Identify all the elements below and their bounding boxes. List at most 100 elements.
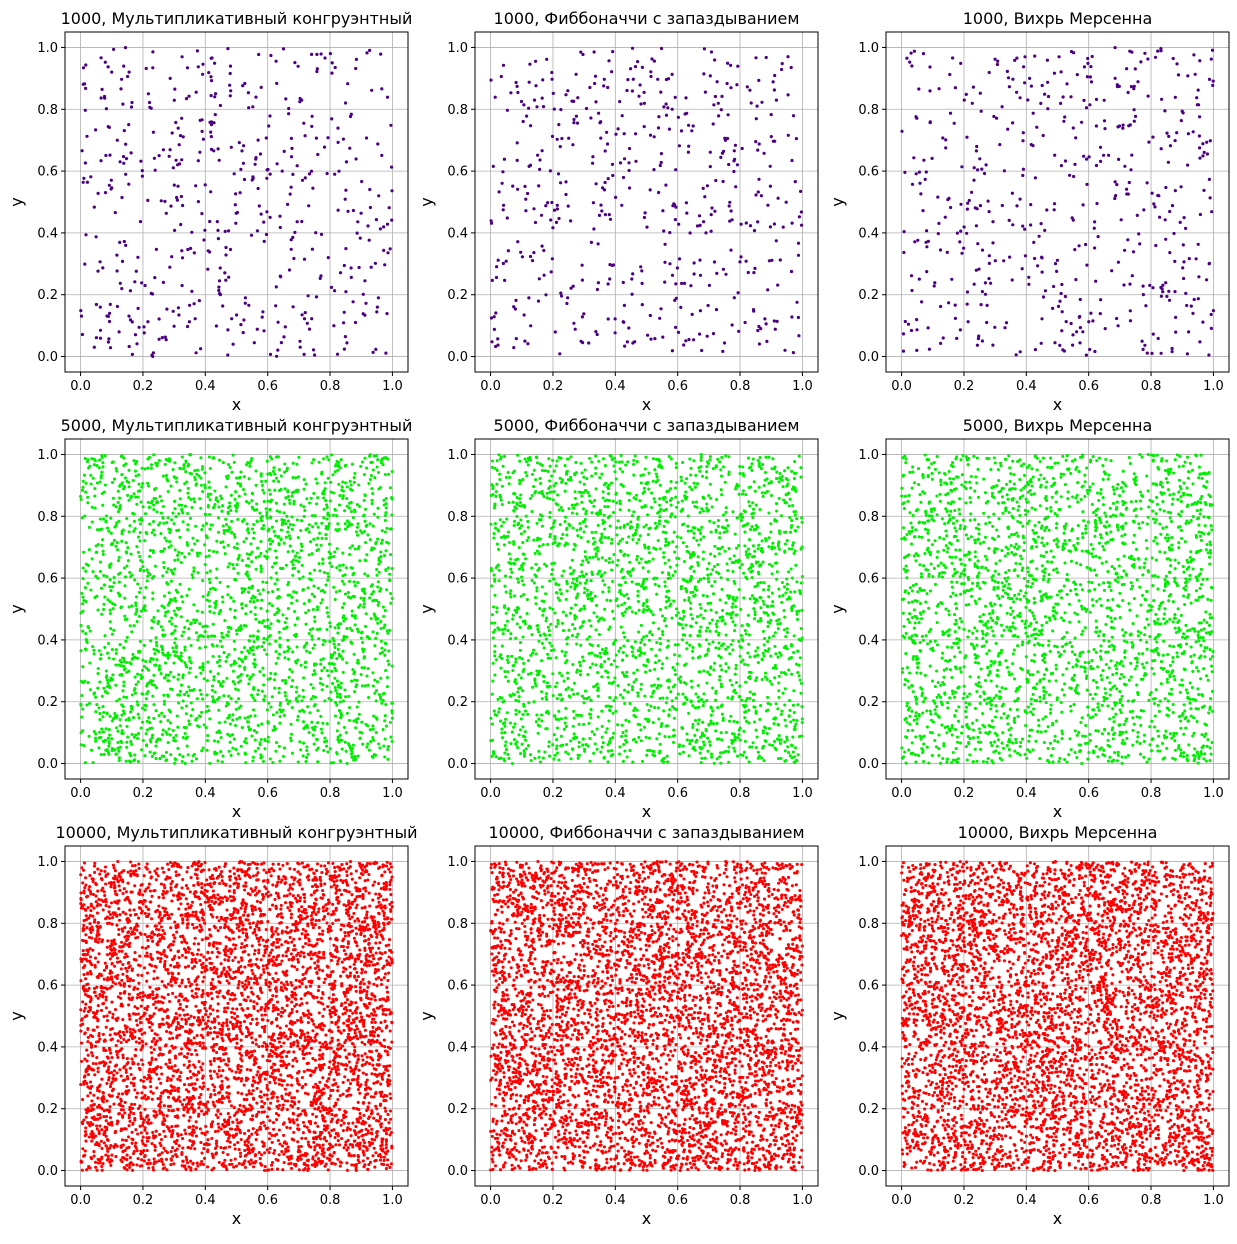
scatter-point [729, 86, 733, 90]
scatter-point [332, 585, 336, 589]
scatter-point [382, 553, 387, 558]
scatter-point [183, 504, 187, 508]
scatter-point [719, 155, 723, 159]
scatter-point [589, 116, 593, 120]
scatter-point [297, 694, 301, 698]
scatter-point [134, 603, 138, 608]
scatter-point [691, 124, 695, 128]
scatter-point [921, 52, 926, 56]
scatter-point [522, 313, 526, 317]
scatter-point [381, 457, 385, 461]
scatter-point [666, 760, 670, 764]
scatter-point [324, 533, 328, 537]
scatter-point [289, 732, 294, 736]
scatter-point [182, 467, 186, 471]
scatter-point [169, 484, 173, 488]
scatter-point [87, 701, 92, 706]
scatter-point [87, 548, 91, 552]
scatter-point [1064, 320, 1068, 324]
scatter-point [780, 62, 784, 66]
scatter-point [530, 472, 535, 476]
scatter-point [301, 575, 305, 579]
scatter-point [506, 249, 510, 253]
scatter-point [112, 477, 117, 481]
scatter-point [115, 726, 119, 730]
scatter-point [605, 130, 609, 134]
scatter-point [674, 168, 678, 172]
scatter-point [637, 94, 641, 98]
scatter-point [524, 557, 528, 561]
scatter-point [228, 527, 232, 532]
scatter-point [548, 535, 552, 539]
scatter-point [260, 689, 264, 693]
scatter-point [333, 645, 337, 649]
scatter-point [964, 92, 968, 96]
scatter-point [766, 203, 770, 207]
scatter-point [325, 627, 329, 632]
scatter-point [595, 654, 600, 658]
scatter-point [159, 531, 163, 536]
scatter-point [1043, 92, 1047, 96]
scatter-point [1063, 115, 1067, 119]
scatter-point [781, 691, 785, 695]
scatter-point [166, 651, 170, 655]
scatter-point [266, 735, 270, 739]
scatter-point [340, 579, 344, 583]
scatter-point [516, 746, 520, 750]
scatter-point [585, 578, 589, 582]
scatter-point [383, 719, 387, 723]
scatter-point [784, 477, 788, 481]
scatter-point [178, 693, 182, 697]
scatter-point [99, 56, 103, 60]
scatter-point [100, 543, 104, 547]
scatter-point [727, 547, 731, 551]
scatter-point [290, 146, 294, 150]
scatter-point [788, 516, 792, 520]
scatter-point [1075, 73, 1079, 77]
scatter-point [264, 232, 269, 237]
scatter-point [247, 531, 251, 535]
scatter-point [307, 553, 311, 557]
scatter-point [1209, 326, 1213, 330]
scatter-point [384, 351, 388, 355]
scatter-point [1170, 350, 1174, 354]
scatter-point [575, 121, 580, 125]
scatter-point [181, 675, 185, 680]
scatter-point [168, 265, 172, 269]
scatter-point [311, 348, 316, 352]
scatter-point [606, 282, 610, 286]
scatter-point [101, 715, 105, 719]
scatter-point [226, 463, 231, 467]
scatter-point [310, 514, 315, 518]
scatter-point [311, 727, 315, 731]
scatter-point [229, 595, 233, 600]
scatter-point [151, 519, 156, 524]
scatter-point [670, 107, 674, 111]
scatter-points [489, 46, 804, 356]
scatter-point [1051, 306, 1055, 310]
scatter-point [960, 251, 964, 255]
scatter-point [675, 556, 679, 560]
scatter-point [915, 348, 919, 352]
scatter-point [205, 679, 209, 683]
scatter-point [358, 736, 362, 741]
scatter-point [262, 699, 266, 703]
scatter-point [782, 609, 786, 613]
scatter-point [545, 681, 550, 685]
scatter-point [237, 494, 241, 498]
scatter-point [81, 566, 85, 570]
scatter-point [1161, 290, 1165, 294]
scatter-point [278, 721, 282, 725]
scatter-point [689, 284, 693, 288]
scatter-point [719, 108, 723, 112]
scatter-point [390, 189, 394, 193]
scatter-point [311, 608, 315, 612]
scatter-point [366, 574, 370, 578]
scatter-point [333, 172, 337, 176]
scatter-point [282, 335, 286, 339]
scatter-point [220, 509, 224, 513]
scatter-point [90, 505, 94, 509]
scatter-point [330, 564, 334, 569]
scatter-point [632, 671, 636, 675]
scatter-point [390, 165, 394, 169]
